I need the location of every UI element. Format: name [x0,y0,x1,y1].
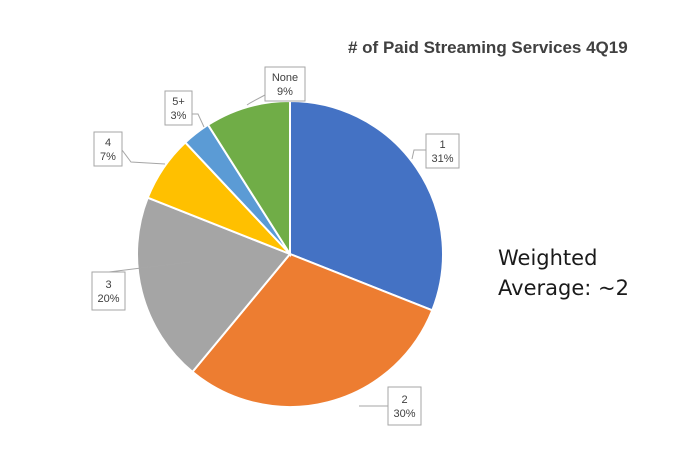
slice-category-label: 4 [105,137,111,149]
slice-value-label: 3% [171,110,187,122]
slice-category-label: 2 [401,394,407,406]
slice-label: 320% [91,271,126,311]
slice-label-box [91,271,126,311]
slice-label: None 9% [264,66,306,102]
pie-slices [136,99,444,408]
weighted-average-line-1: Weighted [498,246,598,270]
slice-label: 5+3% [164,90,193,126]
leader-line [121,149,166,165]
slice-value-label: 7% [100,151,116,163]
slice-label-box [387,386,422,426]
slice-category-label: None [272,72,298,84]
slice-value-label: 20% [97,293,119,305]
slice-label-box [93,131,123,167]
pie-slice-2 [191,252,434,408]
pie-slice-3 [136,196,292,374]
pie-slice-1 [289,99,444,312]
leader-line [246,94,266,106]
slice-value-label: 9% [277,86,293,98]
leader-lines [108,94,426,407]
leader-line [108,261,191,273]
chart-title: # of Paid Streaming Services 4Q19 [348,38,628,57]
leader-line [411,149,426,160]
slice-category-label: 5+ [172,96,185,108]
leader-line [192,113,205,128]
slice-label: 47% [93,131,123,167]
slice-label-box [425,133,460,169]
slice-value-label: 30% [393,408,415,420]
weighted-average-note: Weighted Average: ~2 [498,243,629,303]
slice-label: 131% [425,133,460,169]
slice-label: 230% [387,386,422,426]
slice-value-label: 31% [431,153,453,165]
slice-category-label: 1 [439,139,445,151]
slice-label-box [264,66,306,102]
slice-category-label: 3 [105,279,111,291]
slice-label-box [164,90,193,126]
weighted-average-line-2: Average: ~2 [498,276,629,300]
